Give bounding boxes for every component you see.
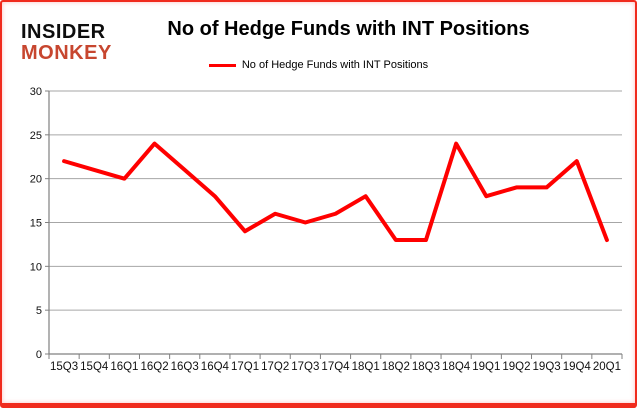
x-axis-label: 17Q2 [261, 361, 289, 373]
y-axis-label: 5 [36, 305, 42, 317]
legend-label: No of Hedge Funds with INT Positions [241, 59, 429, 71]
x-axis-label: 16Q1 [110, 361, 138, 373]
x-axis-label: 18Q2 [382, 361, 410, 373]
x-axis-label: 19Q4 [563, 361, 592, 373]
x-axis-label: 15Q4 [80, 361, 109, 373]
legend: No of Hedge Funds with INT Positions [2, 59, 635, 71]
x-axis-label: 17Q4 [321, 361, 350, 373]
x-axis-label: 18Q3 [412, 361, 440, 373]
x-axis-label: 20Q1 [593, 361, 621, 373]
x-axis-label: 19Q1 [472, 361, 500, 373]
x-axis-label: 16Q3 [171, 361, 199, 373]
hedge-fund-positions-line [62, 141, 609, 243]
x-axis-label: 16Q4 [201, 361, 230, 373]
x-axis-label: 15Q3 [50, 361, 78, 373]
y-axis-label: 0 [36, 349, 42, 361]
y-axis-label: 10 [30, 261, 42, 273]
y-axis-label: 20 [30, 174, 42, 186]
x-axis-label: 17Q1 [231, 361, 259, 373]
x-axis-label: 16Q2 [140, 361, 168, 373]
y-axis-label: 15 [30, 218, 42, 230]
x-axis-label: 17Q3 [291, 361, 319, 373]
logo-text-monkey: MONKEY [21, 42, 112, 64]
logo-text-insider: INSIDER [21, 21, 106, 43]
y-axis-label: 25 [30, 130, 42, 142]
chart-title: No of Hedge Funds with INT Positions [167, 18, 530, 40]
x-axis-label: 19Q3 [533, 361, 561, 373]
x-axis-label: 19Q2 [502, 361, 530, 373]
x-axis-label: 18Q1 [352, 361, 380, 373]
legend-line-swatch [208, 63, 236, 67]
x-axis-label: 18Q4 [442, 361, 471, 373]
insider-monkey-logo: INSIDER MONKEY [21, 22, 112, 63]
y-axis-label: 30 [30, 86, 42, 98]
